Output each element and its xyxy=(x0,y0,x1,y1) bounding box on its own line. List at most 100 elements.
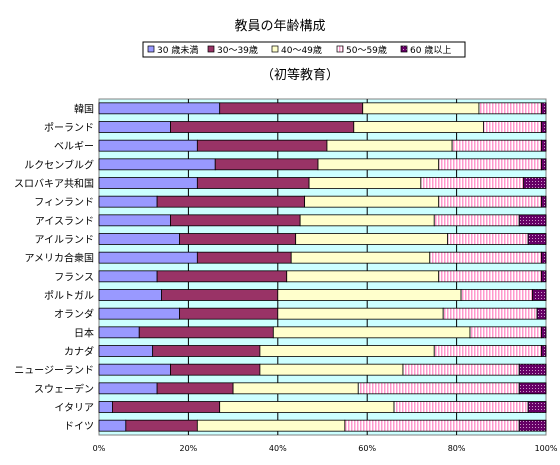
bar-segment xyxy=(98,214,171,227)
x-tick-label: 100% xyxy=(535,444,558,453)
category-label: イタリア xyxy=(54,402,94,414)
category-label: ポーランド xyxy=(44,122,94,134)
category-label: ドイツ xyxy=(64,422,94,433)
bar-segment xyxy=(232,382,359,395)
bar-segment xyxy=(98,139,198,152)
bar-segment xyxy=(170,214,301,227)
bar-segment xyxy=(98,382,158,395)
bar-segment xyxy=(98,345,154,357)
category-labels: 韓国ポーランドベルギールクセンブルグスロバキア共和国フィンランドアイスランドアイ… xyxy=(14,103,94,432)
bar-segment xyxy=(438,270,542,283)
x-tick-label: 40% xyxy=(269,444,287,453)
bar-segment xyxy=(469,326,542,339)
category-label: ベルギー xyxy=(54,141,94,153)
bar-segment xyxy=(541,251,547,264)
bar-segment xyxy=(98,270,158,283)
bar-segment xyxy=(478,102,542,115)
bar-segment xyxy=(98,158,216,171)
legend-label: 40～49歳 xyxy=(281,44,322,56)
bar-segment xyxy=(179,307,279,320)
bar-segment xyxy=(98,102,221,115)
legend-swatch xyxy=(336,45,344,53)
bar-segment xyxy=(196,251,292,264)
bar-segment xyxy=(161,289,279,301)
category-label: アイスランド xyxy=(35,215,94,227)
bar-segment xyxy=(98,363,171,376)
bar-segment xyxy=(433,345,542,357)
chart-subtitle: （初等教育） xyxy=(261,67,339,83)
bar-segment xyxy=(541,326,547,339)
legend-label: 60 歳以上 xyxy=(410,44,451,56)
bar-segment xyxy=(98,289,162,301)
bar-segment xyxy=(152,345,261,357)
bar-segment xyxy=(541,102,547,115)
bar-segment xyxy=(483,121,542,133)
gridlines xyxy=(187,99,458,435)
bar-segment xyxy=(317,158,440,171)
bar-segment xyxy=(277,307,444,320)
bar-segment xyxy=(196,139,328,152)
bar-segment xyxy=(541,139,547,152)
bar-segment xyxy=(541,195,547,208)
bar-segment xyxy=(518,363,547,376)
category-label: ポルトガル xyxy=(44,290,94,302)
bar-segment xyxy=(442,307,538,320)
bar-segment xyxy=(219,102,364,115)
bars xyxy=(98,102,547,432)
bar-segment xyxy=(98,195,158,208)
bar-segment xyxy=(532,289,547,301)
legend: 30 歳未満 30～39歳 40～49歳 50～59歳 60 歳以上 xyxy=(142,41,466,58)
category-label: スロバキア共和国 xyxy=(14,178,94,190)
chart-title: 教員の年齢構成 xyxy=(234,18,325,34)
bar-segment xyxy=(196,419,346,432)
legend-swatch xyxy=(271,45,279,53)
bar-segment xyxy=(299,214,435,227)
bar-segment xyxy=(196,177,310,189)
x-tick-label: 80% xyxy=(448,444,466,453)
category-label: フィンランド xyxy=(34,197,94,209)
bar-segment xyxy=(541,270,547,283)
category-label: ニュージーランド xyxy=(14,365,94,377)
bar-segment xyxy=(420,177,525,189)
legend-label: 30 歳未満 xyxy=(157,44,198,56)
legend-label: 50～59歳 xyxy=(346,44,387,56)
bar-segment xyxy=(179,233,297,245)
category-label: 韓国 xyxy=(74,103,94,115)
bar-segment xyxy=(112,401,221,413)
bar-segment xyxy=(536,307,547,320)
plot-area xyxy=(98,98,547,436)
legend-swatch xyxy=(400,45,408,53)
bar-segment xyxy=(272,326,471,339)
bar-segment xyxy=(277,289,462,301)
bar-segment xyxy=(518,419,547,432)
bar-segment xyxy=(98,233,180,245)
bar-segment xyxy=(353,121,484,133)
bar-segment xyxy=(219,401,395,413)
bar-segment xyxy=(433,214,520,227)
bar-segment xyxy=(98,121,171,133)
legend-box xyxy=(142,41,466,58)
bar-segment xyxy=(98,251,198,264)
bar-segment xyxy=(362,102,480,115)
bar-segment xyxy=(290,251,431,264)
bar-segment xyxy=(541,158,547,171)
bar-segment xyxy=(125,419,198,432)
bar-segment xyxy=(304,195,440,208)
bar-segment xyxy=(286,270,440,283)
bar-segment xyxy=(527,401,547,413)
bar-segment xyxy=(156,195,306,208)
bar-segment xyxy=(541,345,547,357)
bar-segment xyxy=(357,382,520,395)
legend-label: 30～39歳 xyxy=(217,44,258,56)
category-label: アメリカ合衆国 xyxy=(25,252,95,265)
bar-segment xyxy=(518,382,547,395)
category-label: カナダ xyxy=(64,345,94,358)
category-label: スウェーデン xyxy=(34,382,94,395)
category-label: フランス xyxy=(54,271,94,283)
category-label: ルクセンブルグ xyxy=(24,158,94,171)
bar-segment xyxy=(98,177,198,189)
x-tick-labels: 0% 20% 40% 60% 80% 100% xyxy=(93,444,558,453)
bar-segment xyxy=(138,326,274,339)
bar-segment xyxy=(98,401,113,413)
